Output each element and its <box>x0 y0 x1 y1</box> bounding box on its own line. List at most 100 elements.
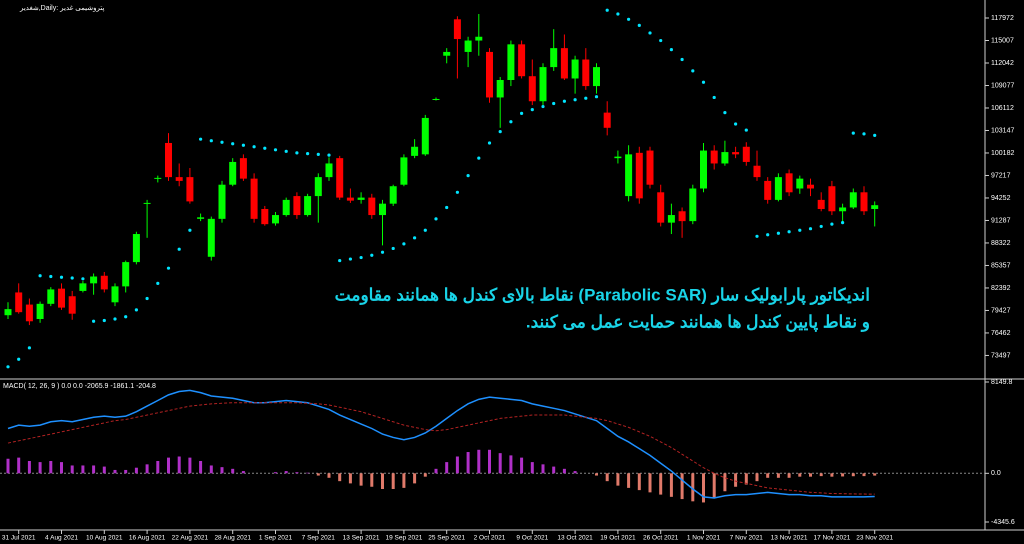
macd-histogram-bar <box>274 472 277 474</box>
candle-body <box>250 178 258 219</box>
sar-dot <box>59 275 64 279</box>
sar-dot <box>701 80 706 84</box>
candle-body <box>357 197 365 200</box>
candle-body <box>186 177 194 202</box>
macd-histogram-bar <box>873 473 877 476</box>
sar-dot <box>487 141 492 145</box>
macd-histogram-bar <box>862 473 866 477</box>
macd-histogram-bar <box>766 473 770 478</box>
sar-dot <box>552 101 556 106</box>
candle-body <box>817 199 825 209</box>
macd-histogram-bar <box>798 473 802 477</box>
macd-histogram-bar <box>541 464 545 474</box>
sar-dot <box>338 258 342 263</box>
sar-dot <box>691 69 695 73</box>
sar-dot <box>263 146 267 150</box>
sar-dot <box>220 140 224 144</box>
candle-body <box>304 196 312 216</box>
sar-dot <box>92 319 96 323</box>
sar-dot <box>808 227 813 231</box>
annotation: و نقاط پایین کندل ها همانند حمایت عمل می… <box>526 312 870 332</box>
macd-histogram-bar <box>595 473 598 476</box>
macd-histogram-bar <box>413 473 417 484</box>
sar-dot <box>498 129 502 134</box>
macd-histogram-bar <box>851 473 855 477</box>
sar-dot <box>819 224 823 229</box>
sar-dot <box>166 266 171 270</box>
sar-dot <box>755 234 759 238</box>
macd-histogram-bar <box>370 473 374 487</box>
macd-histogram-bar <box>819 473 823 477</box>
sar-dot <box>712 95 716 100</box>
candle-body <box>700 150 707 189</box>
sar-dot <box>862 132 866 136</box>
candle-body <box>635 152 643 199</box>
candle-body <box>678 211 686 222</box>
sar-dot <box>841 221 845 225</box>
y-tick-label: 115007 <box>991 37 1014 44</box>
macd-histogram-bar <box>637 473 641 491</box>
candle-body <box>539 67 547 102</box>
candle-body <box>175 177 183 181</box>
sar-dot <box>562 99 567 103</box>
x-tick-label: 13 Oct 2021 <box>557 535 593 542</box>
macd-histogram-bar <box>691 473 695 502</box>
sar-dot <box>616 12 620 16</box>
macd-histogram-bar <box>6 458 10 474</box>
macd-histogram-bar <box>530 462 534 474</box>
candle-body <box>443 51 451 56</box>
candle-body <box>47 289 55 304</box>
sar-dot <box>316 152 320 156</box>
x-tick-label: 26 Oct 2021 <box>643 535 679 542</box>
candle-body <box>432 98 440 100</box>
sar-dot <box>477 156 481 160</box>
candle-body <box>860 192 868 212</box>
y-tick-label: 112042 <box>991 60 1014 67</box>
candle-body <box>143 202 151 204</box>
macd-histogram-bar <box>445 462 449 474</box>
macd-histogram-bar <box>573 471 577 474</box>
y-tick-label: -4345.6 <box>991 519 1015 526</box>
macd-histogram-bar <box>381 473 384 489</box>
sar-dot <box>627 17 631 21</box>
macd-histogram-bar <box>284 471 288 474</box>
macd-histogram-bar <box>776 473 780 478</box>
candle-body <box>154 177 162 179</box>
candle-body <box>614 156 622 159</box>
macd-histogram-bar <box>81 465 85 474</box>
candle-body <box>582 59 590 87</box>
sar-dot <box>102 318 106 323</box>
sar-dot <box>787 230 791 234</box>
macd-histogram-bar <box>60 462 63 474</box>
candle-body <box>774 177 782 200</box>
sar-dot <box>413 236 417 240</box>
sar-dot <box>520 111 524 115</box>
sar-dot <box>241 143 245 147</box>
candle-body <box>689 188 697 222</box>
sar-dot <box>113 317 117 321</box>
candle-body <box>261 208 269 225</box>
macd-histogram-bar <box>830 473 834 477</box>
candle-body <box>764 180 772 200</box>
sar-dot <box>541 104 545 109</box>
sar-dot <box>49 274 53 279</box>
macd-histogram-bar <box>841 473 845 477</box>
sar-dot <box>423 228 427 232</box>
x-tick-label: 10 Aug 2021 <box>86 535 123 542</box>
macd-histogram-bar <box>659 473 663 495</box>
x-tick-label: 1 Nov 2021 <box>687 535 721 542</box>
macd-histogram-bar <box>562 468 566 474</box>
sar-dot <box>199 137 203 141</box>
candle-body <box>111 286 119 303</box>
candle-body <box>807 184 814 189</box>
candle-body <box>486 51 493 98</box>
sar-dot <box>659 38 663 43</box>
macd-histogram-bar <box>423 473 427 477</box>
y-tick-label: 91287 <box>991 217 1011 224</box>
candle-body <box>571 59 579 79</box>
candle-body <box>207 218 215 257</box>
x-tick-label: 13 Nov 2021 <box>771 535 808 542</box>
macd-histogram-bar <box>38 462 42 474</box>
sar-dot <box>734 122 738 126</box>
